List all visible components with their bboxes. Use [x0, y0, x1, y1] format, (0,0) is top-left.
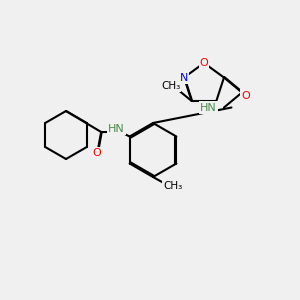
Text: HN: HN [108, 124, 124, 134]
Text: CH₃: CH₃ [161, 81, 180, 91]
Text: CH₃: CH₃ [163, 181, 182, 191]
Text: O: O [200, 58, 208, 68]
Text: HN: HN [200, 103, 217, 112]
Text: O: O [241, 91, 250, 100]
Text: O: O [92, 148, 101, 158]
Text: N: N [180, 73, 188, 82]
